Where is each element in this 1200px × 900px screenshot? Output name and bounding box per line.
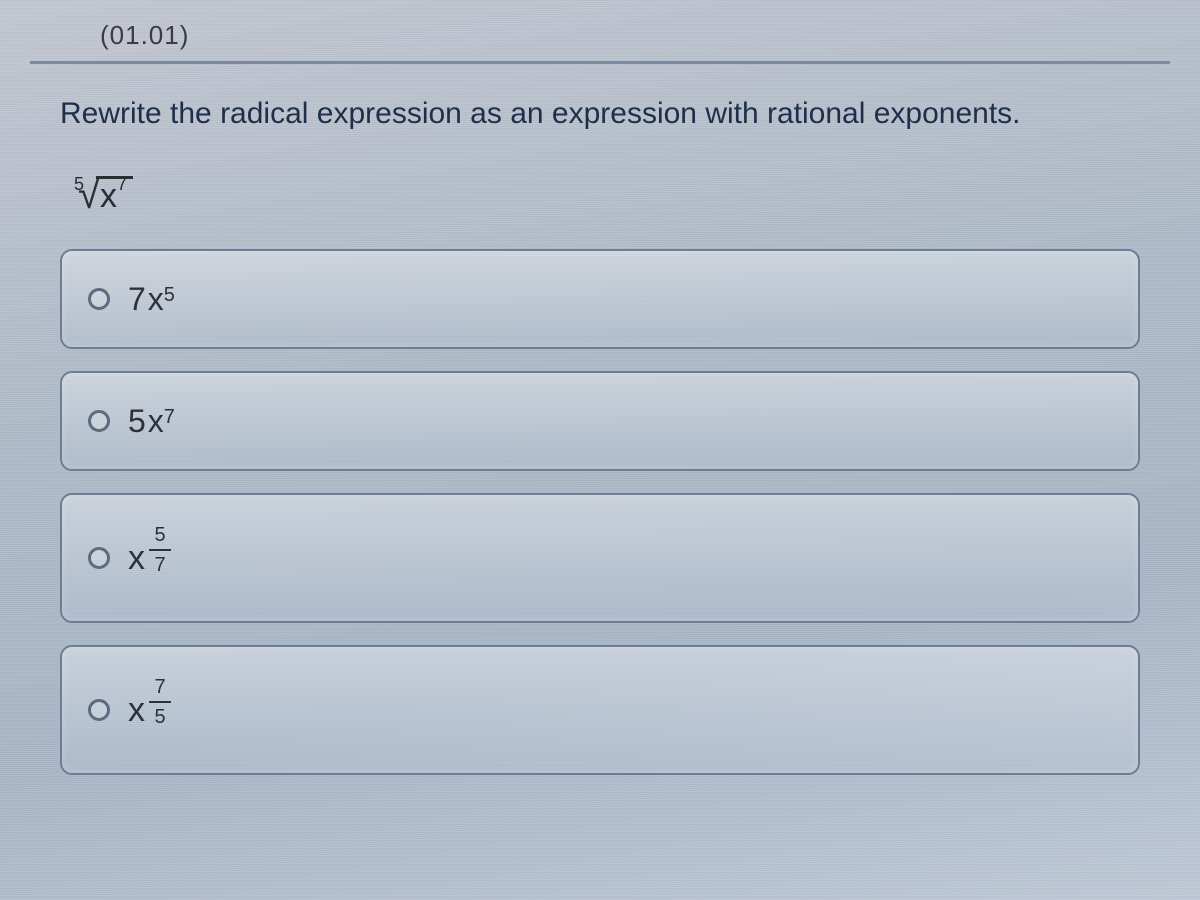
option-a-base: x [148,281,164,318]
option-a-expression: 7 x 5 [128,281,175,318]
fraction-bar-icon [149,549,171,551]
options-group: 7 x 5 5 x 7 x 5 [60,249,1140,775]
radicand-base: x [100,179,117,213]
question-prompt: Rewrite the radical expression as an exp… [60,94,1140,133]
radicand: x 7 [96,176,133,213]
question-id-fragment: (01.01) [100,20,1170,51]
option-d-frac-exponent: 7 5 [149,677,171,727]
radio-icon [88,699,110,721]
radio-icon [88,547,110,569]
option-c-base: x [128,539,145,578]
option-c-num: 5 [154,525,165,545]
radical-expression: 5 √ x 7 [68,173,133,213]
radio-icon [88,410,110,432]
radio-icon [88,288,110,310]
radical-symbol: √ [78,175,100,215]
option-b-base: x [148,403,164,440]
option-b-expression: 5 x 7 [128,403,175,440]
option-b[interactable]: 5 x 7 [60,371,1140,471]
option-d-num: 7 [154,677,165,697]
option-b-coeff: 5 [128,403,146,440]
question-card: (01.01) Rewrite the radical expression a… [0,0,1200,825]
radicand-exponent: 7 [117,175,127,193]
option-c[interactable]: x 5 7 [60,493,1140,623]
option-c-frac-exponent: 5 7 [149,525,171,575]
card-body: Rewrite the radical expression as an exp… [30,61,1170,795]
fraction-bar-icon [149,701,171,703]
option-a-exp: 5 [164,284,175,307]
option-b-exp: 7 [164,406,175,429]
option-d-base: x [128,691,145,730]
option-a[interactable]: 7 x 5 [60,249,1140,349]
option-a-coeff: 7 [128,281,146,318]
option-c-expression: x 5 7 [128,533,171,583]
option-d-den: 5 [154,707,165,727]
option-d[interactable]: x 7 5 [60,645,1140,775]
option-d-expression: x 7 5 [128,685,171,735]
option-c-den: 7 [154,555,165,575]
